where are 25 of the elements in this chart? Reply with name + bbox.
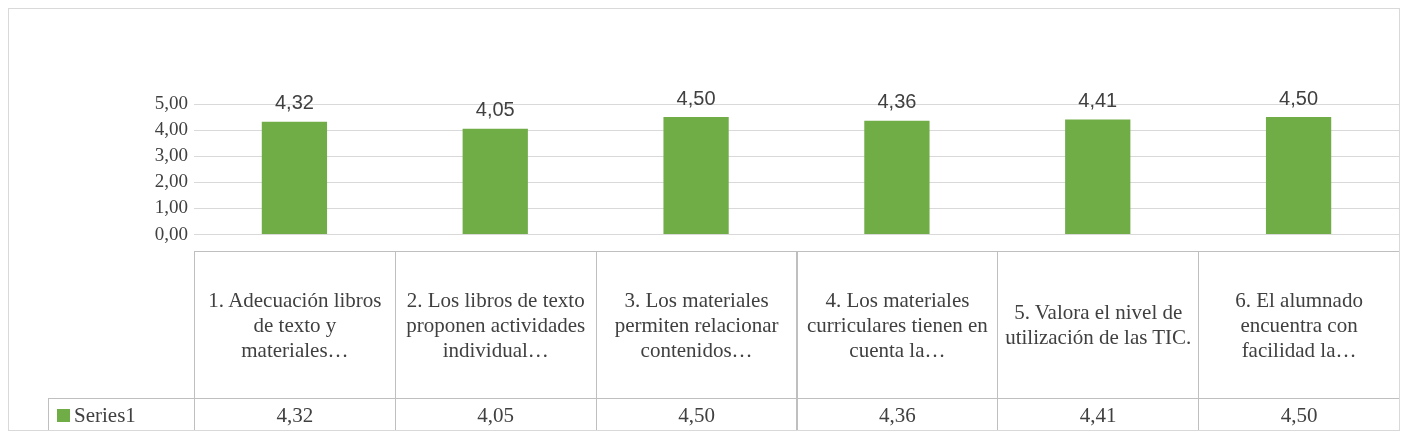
- y-tick-label: 5,00: [154, 91, 188, 113]
- legend-label: Series1: [74, 403, 136, 428]
- y-tick-label: 2,00: [154, 170, 188, 192]
- text: 4,36: [877, 90, 917, 113]
- x-tick-label: 2. Los libros de texto proponen actividades individual…: [394, 251, 597, 399]
- data-label: 4,41: [997, 398, 1200, 431]
- x-tick-label: 5. Valora el nivel de utilización de las TIC.: [997, 251, 1200, 399]
- y-tick-label: 3,00: [154, 144, 188, 166]
- x-tick-label: 6. El alumnado encuentra con facilidad la…: [1198, 251, 1400, 399]
- y-tick-label: 1,00: [154, 196, 188, 218]
- data-label: 4,36: [796, 398, 999, 431]
- text: 4,50: [1279, 86, 1319, 109]
- data-label: 4,50: [595, 398, 798, 431]
- x-tick-label: 3. Los materiales permiten relacionar contenidos…: [595, 251, 798, 399]
- text: 4,41: [1078, 88, 1118, 111]
- x-tick-label: 4. Los materiales curriculares tienen en cuenta la…: [796, 251, 999, 399]
- text: 4,50: [676, 86, 716, 109]
- x-tick-label: 1. Adecuación libros de texto y materiales…: [194, 251, 396, 399]
- y-tick-label: 4,00: [154, 118, 188, 140]
- text: 4,05: [475, 98, 515, 121]
- y-tick-label: 0,00: [154, 222, 188, 244]
- data-label: 4,50: [1198, 398, 1400, 431]
- data-label: 4,32: [194, 398, 396, 431]
- data-label: 4,05: [394, 398, 597, 431]
- text: 4,32: [274, 91, 314, 114]
